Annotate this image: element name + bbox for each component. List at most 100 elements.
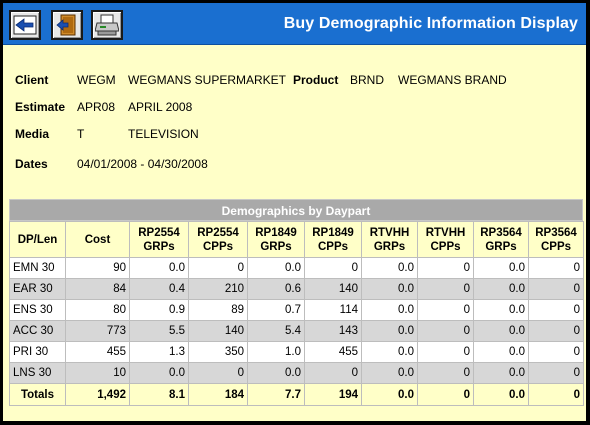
- table-cell: 0: [528, 362, 584, 384]
- product-name: WEGMANS BRAND: [398, 73, 507, 87]
- exit-door-icon: [56, 14, 76, 36]
- table-cell: 0.0: [361, 320, 418, 342]
- totals-cell: 0: [528, 383, 584, 406]
- column-header: RP3564 CPPs: [528, 221, 584, 258]
- table-cell: 5.4: [247, 320, 305, 342]
- table-cell: 80: [65, 299, 130, 321]
- demographics-section: Demographics by Daypart DP/Len Cost RP2554…: [9, 199, 584, 406]
- table-cell: 0: [528, 341, 584, 363]
- table-row: EAR 30 84 0.4 210 0.6 140 0.0 0 0.0 0: [9, 278, 584, 300]
- totals-cell: 0.0: [361, 383, 418, 406]
- table-cell: 0: [304, 362, 362, 384]
- table-cell: 0.9: [129, 299, 189, 321]
- client-code: WEGM: [77, 73, 116, 87]
- estimate-name: APRIL 2008: [128, 100, 193, 114]
- table-cell: 0.0: [361, 299, 418, 321]
- column-header-label: DP/Len: [17, 233, 58, 246]
- column-header-label: CPPs: [430, 240, 461, 253]
- column-header-label: RP2554: [138, 226, 180, 239]
- totals-cell: 1,492: [65, 383, 130, 406]
- table-cell: 140: [304, 278, 362, 300]
- table-cell: 0.6: [247, 278, 305, 300]
- table-cell: 0: [528, 299, 584, 321]
- column-header: RP2554 CPPs: [188, 221, 248, 258]
- table-cell: ENS 30: [9, 299, 66, 321]
- column-header-label: CPPs: [540, 240, 572, 253]
- dates-label: Dates: [15, 157, 48, 171]
- column-header-label: RP1849: [255, 226, 297, 239]
- column-header-label: GRPs: [485, 240, 517, 253]
- table-cell: 0.0: [473, 278, 529, 300]
- table-cell: 0: [417, 299, 474, 321]
- table-cell: 140: [188, 320, 248, 342]
- print-button[interactable]: [91, 10, 123, 40]
- table-cell: 0.0: [473, 341, 529, 363]
- column-header: RP1849 CPPs: [304, 221, 362, 258]
- totals-cell: 0: [417, 383, 474, 406]
- column-header-label: RP3564: [535, 226, 577, 239]
- column-header-label: RP3564: [480, 226, 522, 239]
- table-cell: 210: [188, 278, 248, 300]
- table-cell: 0.0: [473, 257, 529, 279]
- table-cell: 0.0: [129, 362, 189, 384]
- table-cell: 89: [188, 299, 248, 321]
- table-cell: EMN 30: [9, 257, 66, 279]
- totals-cell: 0.0: [473, 383, 529, 406]
- exit-button[interactable]: [51, 10, 83, 40]
- demographics-table: DP/Len Cost RP2554 GRPs RP2554 CPPs RP1849 GRPs…: [9, 221, 584, 406]
- table-cell: 10: [65, 362, 130, 384]
- column-header-label: CPPs: [202, 240, 234, 253]
- totals-cell: 184: [188, 383, 248, 406]
- table-cell: LNS 30: [9, 362, 66, 384]
- table-body: EMN 30 90 0.0 0 0.0 0 0.0 0 0.0 0 EAR 30 84 0.4 210 0.…: [9, 257, 584, 406]
- totals-cell: 8.1: [129, 383, 189, 406]
- table-cell: 0.0: [361, 362, 418, 384]
- table-row: PRI 30 455 1.3 350 1.0 455 0.0 0 0.0 0: [9, 341, 584, 363]
- dates-value: 04/01/2008 - 04/30/2008: [77, 157, 208, 171]
- table-cell: 0.0: [473, 299, 529, 321]
- back-button[interactable]: [9, 10, 41, 40]
- column-header: RP2554 GRPs: [129, 221, 189, 258]
- column-header: RTVHH CPPs: [417, 221, 474, 258]
- table-cell: 0: [304, 257, 362, 279]
- table-cell: 0.0: [473, 362, 529, 384]
- table-cell: 1.0: [247, 341, 305, 363]
- totals-row: Totals 1,492 8.1 184 7.7 194 0.0 0 0.0 0: [9, 383, 584, 406]
- table-cell: 0: [417, 257, 474, 279]
- table-cell: 0.0: [129, 257, 189, 279]
- totals-cell: 194: [304, 383, 362, 406]
- back-arrow-icon: [13, 15, 37, 35]
- table-cell: 0.0: [361, 257, 418, 279]
- totals-cell: 7.7: [247, 383, 305, 406]
- media-name: TELEVISION: [128, 127, 199, 141]
- table-cell: 455: [304, 341, 362, 363]
- client-label: Client: [15, 73, 49, 87]
- table-cell: EAR 30: [9, 278, 66, 300]
- table-cell: 0.0: [473, 320, 529, 342]
- table-cell: 5.5: [129, 320, 189, 342]
- product-label: Product: [293, 73, 339, 87]
- column-header-label: RP1849: [312, 226, 354, 239]
- table-cell: 143: [304, 320, 362, 342]
- column-header-label: RTVHH: [369, 226, 410, 239]
- table-cell: 0: [528, 278, 584, 300]
- page-title: Buy Demographic Information Display: [283, 15, 578, 32]
- table-cell: 90: [65, 257, 130, 279]
- table-cell: 0.0: [247, 362, 305, 384]
- table-cell: 0.0: [361, 341, 418, 363]
- column-header-label: Cost: [84, 233, 111, 246]
- table-cell: ACC 30: [9, 320, 66, 342]
- demographics-title: Demographics by Daypart: [9, 199, 583, 221]
- table-row: ACC 30 773 5.5 140 5.4 143 0.0 0 0.0 0: [9, 320, 584, 342]
- main-panel: Buy Demographic Information Display Clie…: [3, 3, 586, 421]
- totals-cell: Totals: [9, 383, 66, 406]
- column-header: RP3564 GRPs: [473, 221, 529, 258]
- client-name: WEGMANS SUPERMARKET: [128, 73, 287, 87]
- column-header: RTVHH GRPs: [361, 221, 418, 258]
- table-cell: 0.7: [247, 299, 305, 321]
- media-label: Media: [15, 127, 50, 141]
- table-cell: 0.0: [361, 278, 418, 300]
- table-cell: 0: [417, 362, 474, 384]
- column-header-label: GRPs: [143, 240, 175, 253]
- column-header: DP/Len: [9, 221, 66, 258]
